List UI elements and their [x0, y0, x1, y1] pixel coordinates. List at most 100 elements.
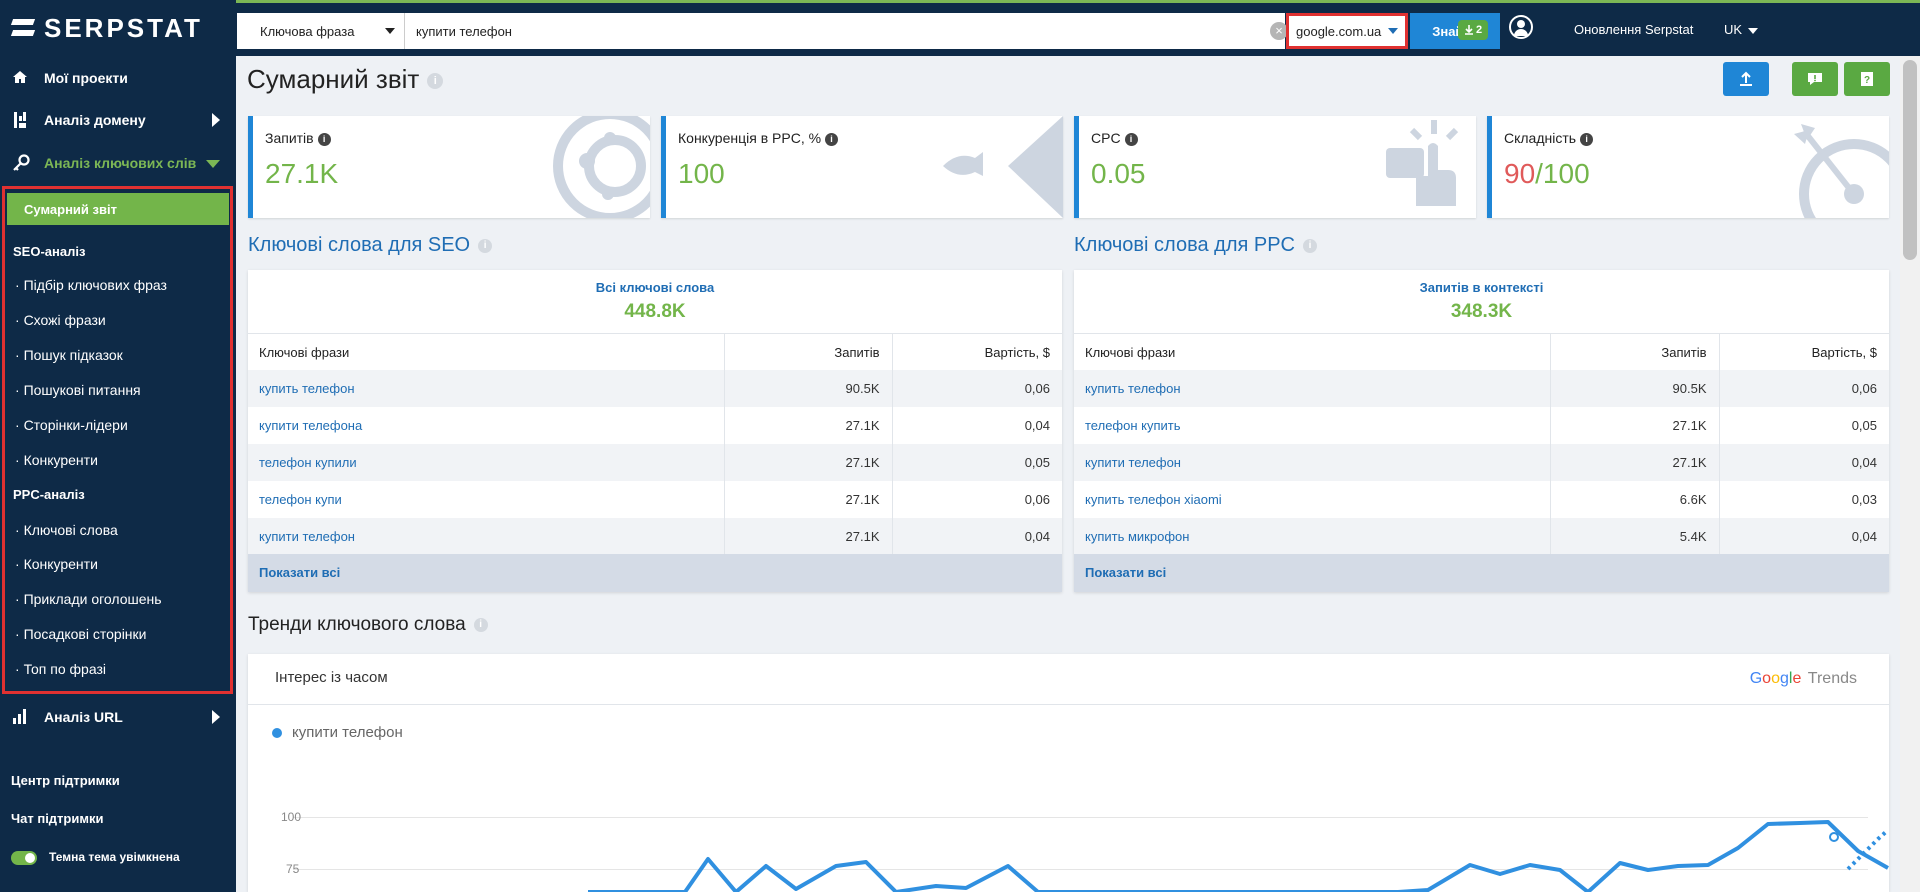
page-scrollbar-thumb[interactable]	[1903, 60, 1917, 260]
clear-search-icon[interactable]: ×	[1270, 22, 1288, 40]
page-scrollbar[interactable]	[1900, 56, 1920, 892]
info-icon[interactable]: i	[1124, 132, 1138, 146]
upload-icon	[1740, 71, 1752, 86]
info-icon[interactable]: i	[825, 132, 839, 146]
home-icon	[12, 69, 30, 87]
submenu-item-ppc-keywords[interactable]: Ключові слова	[15, 522, 118, 538]
search-query: купити телефон	[416, 23, 512, 39]
seo-show-all-link[interactable]: Показати всі	[248, 554, 1062, 592]
submenu-item-seo-competitors[interactable]: Конкуренти	[15, 452, 98, 468]
submenu-item-keyword-selection[interactable]: Підбір ключових фраз	[15, 277, 167, 293]
help-icon[interactable]: i	[478, 238, 493, 253]
column-header[interactable]: Вартість, $	[891, 334, 1062, 370]
search-input[interactable]: купити телефон	[405, 13, 1285, 49]
keyword-link[interactable]: купити телефон	[248, 518, 724, 555]
keyword-link[interactable]: телефон купить	[1085, 418, 1181, 433]
keyword-link[interactable]: купити телефона	[259, 418, 363, 433]
serpstat-logo[interactable]: SERPSTAT	[10, 12, 203, 44]
metric-value: 27.1K	[265, 158, 339, 189]
ppc-show-all-link[interactable]: Показати всі	[1074, 554, 1889, 592]
user-avatar-icon[interactable]	[1509, 15, 1533, 39]
chevron-right-icon	[212, 710, 220, 724]
column-header[interactable]: Запитів	[723, 334, 892, 370]
search-type-select[interactable]: Ключова фраза	[237, 13, 405, 49]
submenu-item-search-questions[interactable]: Пошукові питання	[15, 382, 141, 398]
submenu-item-similar-phrases[interactable]: Схожі фрази	[15, 312, 106, 328]
sidebar-item-domain-analysis[interactable]: Аналіз домену	[0, 101, 236, 139]
downloads-count: 2	[1475, 24, 1483, 36]
feedback-icon	[1808, 73, 1822, 85]
support-center-link[interactable]: Центр підтримки	[11, 773, 120, 788]
click-hand-icon	[1386, 120, 1459, 206]
submenu-item-top-by-phrase[interactable]: Топ по фразі	[15, 661, 106, 677]
search-type-value: Ключова фраза	[260, 23, 355, 39]
submenu-item-top-pages[interactable]: Сторінки-лідери	[15, 417, 128, 433]
metric-label: Конкуренція в PPC, % i	[678, 130, 839, 146]
downloads-button[interactable]: 2	[1458, 20, 1488, 40]
seo-summary: Всі ключові слова 448.8K	[248, 270, 1062, 334]
sidebar-item-my-projects[interactable]: Мої проекти	[0, 59, 236, 97]
dark-theme-toggle[interactable]	[11, 851, 37, 865]
report-issue-button[interactable]	[1792, 62, 1838, 96]
info-icon[interactable]: i	[1580, 132, 1594, 146]
support-chat-link[interactable]: Чат підтримки	[11, 811, 104, 826]
export-button[interactable]	[1723, 62, 1769, 96]
help-icon[interactable]: i	[1303, 238, 1317, 253]
database-select[interactable]: google.com.ua	[1286, 13, 1408, 49]
keyword-link[interactable]: купити телефон	[1074, 444, 1550, 481]
volume-cell: 27.1K	[723, 407, 892, 444]
keyword-link[interactable]: купить телефон	[248, 370, 724, 407]
ppc-keywords-table: Ключові фрази Запитів Вартість, $ купить…	[1074, 334, 1889, 555]
submenu-item-landing-pages[interactable]: Посадкові сторінки	[15, 626, 147, 642]
ppc-summary-label[interactable]: Запитів в контексті	[1419, 280, 1544, 295]
database-value: google.com.ua	[1296, 23, 1382, 39]
table-row: купить телефон 90.5K 0,06	[1074, 370, 1889, 407]
trends-subtitle: Інтерес із часом	[275, 669, 388, 686]
metric-value: 0.05	[1091, 158, 1146, 189]
google-trends-logo[interactable]: Google Trends	[1749, 670, 1857, 687]
table-row: купити телефон 27.1K 0,04	[1074, 444, 1889, 481]
column-header[interactable]: Ключові фрази	[1085, 344, 1176, 360]
keyword-analysis-submenu: Сумарний звіт SEO-аналіз Підбір ключових…	[2, 186, 233, 694]
submenu-item-summary-report[interactable]: Сумарний звіт	[7, 193, 229, 225]
updates-link[interactable]: Оновлення Serpstat	[1574, 22, 1694, 37]
trend-line-chart	[588, 820, 1889, 892]
submenu-item-search-suggestions[interactable]: Пошук підказок	[15, 347, 123, 363]
table-header-row: Ключові фрази Запитів Вартість, $	[248, 334, 1062, 370]
keyword-link[interactable]: телефон купи	[259, 492, 342, 507]
cost-cell: 0,04	[891, 518, 1062, 555]
domain-analysis-icon	[12, 111, 30, 129]
keyword-link[interactable]: телефон купили	[248, 444, 724, 481]
cost-cell: 0,05	[1718, 407, 1889, 444]
cost-cell: 0,04	[1718, 518, 1889, 555]
volume-cell: 27.1K	[723, 444, 892, 481]
download-icon	[1464, 25, 1473, 35]
page-title-text: Сумарний звіт	[247, 64, 420, 94]
sidebar-item-label: Мої проекти	[44, 70, 128, 86]
keyword-link[interactable]: купить телефон	[1074, 370, 1550, 407]
help-icon[interactable]: i	[427, 73, 444, 90]
sidebar-item-keyword-analysis[interactable]: Аналіз ключових слів	[0, 144, 236, 182]
help-button[interactable]: ?	[1844, 62, 1890, 96]
trends-header: Інтерес із часом Google Trends	[248, 654, 1889, 705]
sidebar-item-label: Аналіз ключових слів	[44, 155, 197, 171]
svg-text:?: ?	[1864, 75, 1870, 86]
metric-value: 100	[678, 158, 725, 189]
sidebar-item-url-analysis[interactable]: Аналіз URL	[0, 698, 236, 736]
help-icon[interactable]: i	[473, 617, 488, 632]
column-header[interactable]: Вартість, $	[1718, 334, 1889, 370]
sidebar-item-label: Аналіз URL	[44, 709, 123, 725]
language-select[interactable]: UK	[1724, 22, 1758, 37]
keyword-link[interactable]: купить телефон xiaomi	[1085, 492, 1222, 507]
submenu-item-ppc-competitors[interactable]: Конкуренти	[15, 556, 98, 572]
metric-card-cpc: CPC i 0.05	[1074, 116, 1476, 218]
submenu-item-ad-examples[interactable]: Приклади оголошень	[15, 591, 162, 607]
seo-keywords-panel: Всі ключові слова 448.8K Ключові фрази З…	[248, 270, 1062, 592]
info-icon[interactable]: i	[317, 132, 331, 146]
sidebar-item-label: Аналіз домену	[44, 112, 146, 128]
keyword-link[interactable]: купить микрофон	[1074, 518, 1550, 555]
column-header[interactable]: Запитів	[1549, 334, 1719, 370]
seo-summary-label[interactable]: Всі ключові слова	[595, 280, 715, 295]
serpstat-logo-icon	[10, 15, 36, 41]
column-header[interactable]: Ключові фрази	[259, 344, 350, 360]
